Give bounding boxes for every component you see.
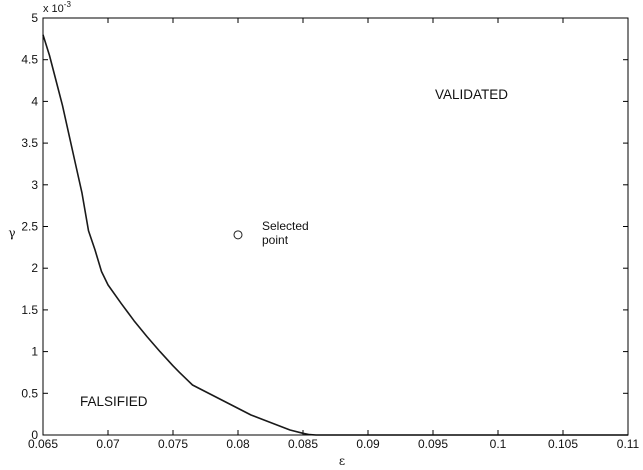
y-tick-label: 1.5 (21, 303, 38, 317)
y-axis-ticks: 0 0.5 1 1.5 2 2.5 3 3.5 4 4.5 5 (21, 11, 628, 442)
x-tick-label: 0.11 (617, 437, 640, 451)
x-tick-label: 0.07 (96, 437, 120, 451)
plot-frame (42, 17, 629, 436)
x-tick-label: 0.075 (158, 437, 188, 451)
x-tick-label: 0.105 (548, 437, 578, 451)
selected-point-marker (233, 230, 243, 240)
y-tick-label: 4 (31, 94, 38, 108)
y-multiplier-exponent: -3 (64, 0, 72, 9)
x-tick-label: 0.085 (288, 437, 318, 451)
y-tick-label: 5 (31, 11, 38, 25)
selected-point-label-line1: Selected (262, 219, 309, 233)
y-tick-label: 3.5 (21, 136, 38, 150)
boundary-curve (42, 34, 628, 436)
y-tick-label: 0.5 (21, 386, 38, 400)
falsified-label: FALSIFIED (80, 394, 148, 409)
selected-point-label-line2: point (262, 233, 289, 247)
y-tick-label: 2 (31, 261, 38, 275)
x-axis-label: ε (339, 454, 345, 468)
x-tick-label: 0.065 (28, 437, 58, 451)
x-tick-label: 0.095 (418, 437, 448, 451)
x-tick-label: 0.08 (226, 437, 250, 451)
validated-label: VALIDATED (435, 87, 508, 102)
y-tick-label: 3 (31, 178, 38, 192)
y-tick-label: 0 (31, 428, 38, 442)
series-layer (42, 34, 628, 436)
x-tick-label: 0.1 (490, 437, 507, 451)
y-axis-label: γ (8, 226, 15, 240)
x-axis-ticks: 0.065 0.07 0.075 0.08 0.085 0.09 0.095 0.1 0.105… (28, 18, 640, 451)
y-tick-label: 2.5 (21, 220, 38, 234)
y-multiplier: x 10-3 (43, 0, 71, 15)
y-tick-label: 1 (31, 345, 38, 359)
y-tick-label: 4.5 (21, 53, 38, 67)
x-tick-label: 0.09 (356, 437, 380, 451)
